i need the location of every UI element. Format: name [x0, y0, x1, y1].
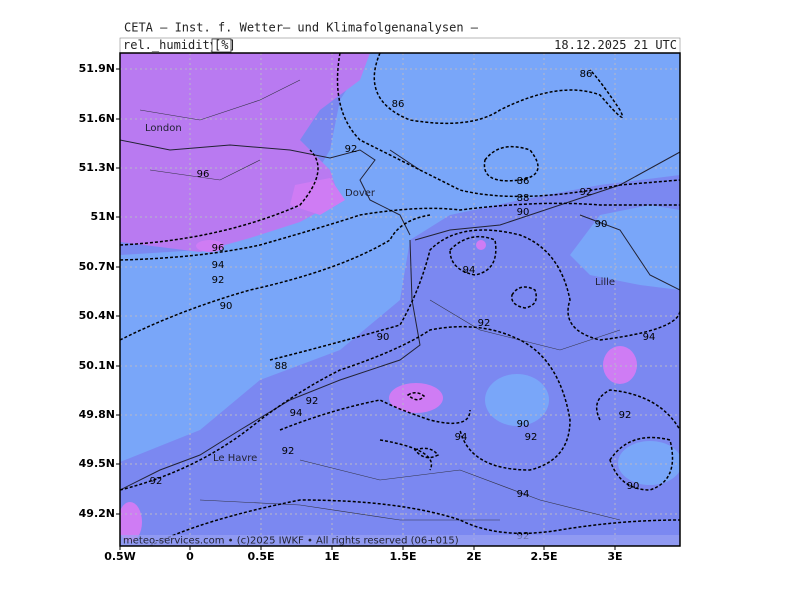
coastline [120, 139, 421, 491]
x-tick-label: 2.5E [530, 550, 557, 563]
x-tick-label: 1E [324, 550, 339, 563]
parameter-name: rel._humidity_ [123, 38, 225, 52]
y-tick-label: 51.6N [79, 112, 115, 125]
humidity-fill-90 [120, 53, 680, 462]
border [414, 151, 680, 291]
city-label: Le Havre [213, 453, 257, 464]
contour-line [120, 149, 680, 261]
contour-line [120, 325, 571, 491]
x-tick-label: 3E [607, 550, 622, 563]
y-tick-label: 49.8N [79, 408, 115, 421]
y-tick-label: 50.4N [79, 309, 115, 322]
contour-label: 92 [306, 396, 319, 407]
contour-label: 88 [275, 361, 288, 372]
y-tick-label: 50.7N [79, 260, 115, 273]
contour-label: 86 [580, 69, 593, 80]
humidity-fill-90 [485, 374, 549, 426]
contour-label: 94 [517, 489, 530, 500]
city-label: Lille [595, 277, 615, 288]
contour-line [373, 53, 624, 125]
humidity-fill-98 [476, 240, 486, 250]
contour-label: 92 [580, 187, 593, 198]
contour-label: 96 [212, 243, 225, 254]
valid-time: 18.12.2025 21 UTC [554, 38, 677, 52]
x-tick-label: 0.5E [247, 550, 274, 563]
contour-label: 90 [627, 481, 640, 492]
contour-line [406, 392, 440, 459]
x-tick-label: 0 [186, 550, 194, 563]
humidity-fill-98 [290, 178, 345, 215]
contour-label: 88 [517, 193, 530, 204]
contour-line [149, 499, 680, 546]
footer-bar [120, 535, 680, 546]
contour-label: 86 [517, 176, 530, 187]
contour-label: 94 [643, 332, 656, 343]
contour-label: 94 [463, 265, 476, 276]
unit-box [211, 38, 232, 53]
y-tick-label: 51.9N [79, 62, 115, 75]
humidity-fill-98 [120, 502, 142, 542]
contour-label: 92 [212, 275, 225, 286]
contour-label: 92 [150, 476, 163, 487]
contour-label: 96 [197, 169, 210, 180]
humidity-fill-90 [268, 329, 312, 361]
contour-label: 90 [377, 332, 390, 343]
x-tick-label: 0.5W [104, 550, 136, 563]
contour-label: 92 [525, 432, 538, 443]
city-labels: London Dover Lille Le Havre [145, 123, 615, 464]
contour-line [279, 399, 471, 471]
contour-label: 90 [517, 419, 530, 430]
x-tick-label: 1.5E [389, 550, 416, 563]
contour-label: 92 [282, 446, 295, 457]
x-tick-label: 2E [466, 550, 481, 563]
y-tick-label: 50.1N [79, 359, 115, 372]
contour-label: 94 [455, 432, 468, 443]
city-label: London [145, 123, 182, 134]
header-title: CETA — Inst. f. Wetter— und Klimafolgena… [124, 21, 479, 35]
city-label: Dover [345, 188, 376, 199]
y-tick-label: 49.5N [79, 457, 115, 470]
contour-label: 90 [595, 219, 608, 230]
contour-line [483, 145, 539, 182]
contour-label: 86 [392, 99, 405, 110]
contour-line [595, 389, 680, 491]
contour-label: 94 [290, 408, 303, 419]
contour-line [120, 214, 431, 341]
humidity-fill-98 [603, 346, 637, 384]
contour-label: 90 [517, 207, 530, 218]
y-tick-label: 51.3N [79, 161, 115, 174]
contour-label: 94 [212, 260, 225, 271]
humidity-fill-90 [618, 441, 680, 485]
y-tick-label: 51N [90, 210, 115, 223]
grid [120, 53, 680, 546]
contour-line [449, 235, 537, 309]
parameter-unit: [%] [214, 38, 236, 52]
humidity-fill-98 [196, 240, 224, 252]
contour-label: 92 [345, 144, 358, 155]
y-tick-label: 49.2N [79, 507, 115, 520]
contour-label: 92 [478, 318, 491, 329]
admin-lines [139, 79, 621, 521]
contour-label: 92 [619, 410, 632, 421]
humidity-fill-90 [570, 205, 680, 290]
contour-line [269, 229, 680, 361]
axis-ticks: 0.5W 0 0.5E 1E 1.5E 2E 2.5E 3E 51.9N 51.6N 51.3N 51… [79, 62, 623, 563]
contour-label: 90 [220, 301, 233, 312]
map-frame [119, 52, 681, 547]
contour-line [336, 53, 680, 198]
footer-copyright: meteo-services.com • (c)2025 IWKF • All … [123, 536, 459, 547]
humidity-fill-98 [389, 383, 443, 413]
map-area: 8686928688909290969694929094929088929494… [120, 53, 680, 547]
